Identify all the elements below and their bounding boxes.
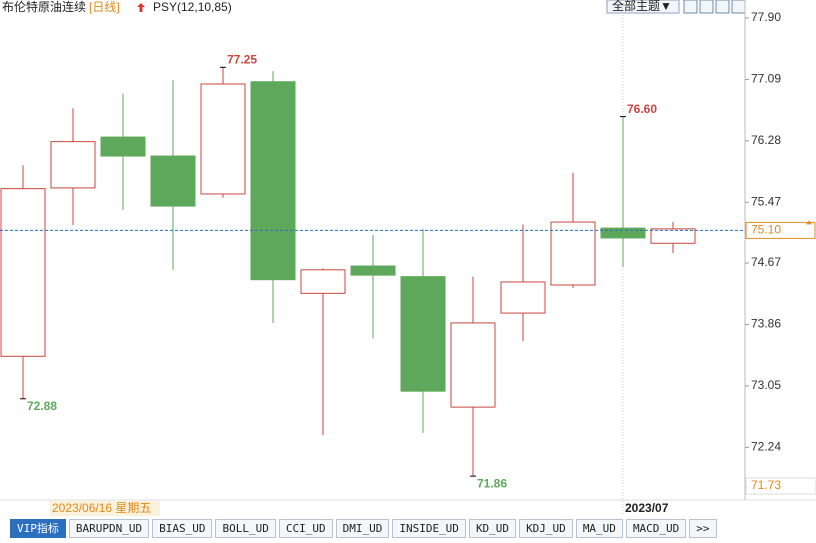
- extreme-label: 76.60: [627, 102, 657, 116]
- y-tick-label: 73.86: [751, 317, 781, 331]
- tab[interactable]: BOLL_UD: [215, 519, 276, 538]
- extreme-label: 72.88: [27, 399, 57, 413]
- y-tick-label: 73.05: [751, 378, 781, 392]
- range-low-box: [745, 477, 816, 495]
- extreme-label: 77.25: [227, 52, 257, 66]
- tab[interactable]: INSIDE_UD: [392, 519, 466, 538]
- candle-body: [300, 269, 346, 294]
- extreme-label: 71.86: [477, 476, 507, 490]
- theme-button[interactable]: [606, 0, 680, 14]
- range-low-label: 71.73: [751, 478, 781, 492]
- theme-button-label[interactable]: 全部主题▼: [612, 0, 672, 13]
- tab[interactable]: MA_UD: [575, 519, 623, 538]
- indicator-icon: [137, 3, 145, 12]
- tab[interactable]: DMI_UD: [335, 519, 390, 538]
- last-price-box: [745, 221, 816, 239]
- candle-body: [100, 136, 146, 157]
- candle-body: [450, 322, 496, 408]
- candle-body: [250, 81, 296, 281]
- chart: 布伦特原油连续 [日线] PSY(12,10,85) 全部主题▼ 77.90 77…: [0, 0, 816, 516]
- date-box: [50, 501, 160, 516]
- candle-body: [400, 276, 446, 392]
- y-tick-label: 77.09: [751, 72, 781, 86]
- tab[interactable]: VIP指标: [10, 519, 66, 538]
- indicator: PSY(12,10,85): [153, 0, 232, 14]
- tab[interactable]: BIAS_UD: [152, 519, 213, 538]
- y-tick-label: 74.67: [751, 255, 781, 269]
- tab-bar: VIP指标 BARUPDN_UD BIAS_UD BOLL_UD CCI_UD DMI_U…: [10, 519, 717, 538]
- date-label: 2023/07: [625, 501, 669, 515]
- y-tick-label: 75.47: [751, 194, 781, 208]
- candle-body: [200, 83, 246, 195]
- last-price-arrow: [806, 220, 812, 225]
- tab[interactable]: >>: [689, 519, 717, 538]
- period: [日线]: [89, 0, 120, 14]
- y-tick-label: 77.90: [751, 10, 781, 24]
- candle-body: [0, 188, 46, 357]
- candle-body: [150, 155, 196, 207]
- candle-body: [50, 141, 96, 189]
- toolbar[interactable]: [683, 0, 746, 14]
- date-label: 2023/06/16 星期五: [52, 501, 151, 515]
- tab[interactable]: KD_UD: [468, 519, 517, 538]
- tab[interactable]: CCI_UD: [278, 519, 333, 538]
- candle-body: [500, 281, 546, 314]
- candle-body: [350, 265, 396, 276]
- y-tick-label: 76.28: [751, 133, 781, 147]
- candle-body: [600, 227, 646, 239]
- tab[interactable]: BARUPDN_UD: [68, 519, 150, 538]
- candle-body: [650, 228, 696, 244]
- tab[interactable]: MACD_UD: [625, 519, 687, 538]
- chart-title: 布伦特原油连续: [2, 0, 86, 14]
- tab[interactable]: KDJ_UD: [519, 519, 573, 538]
- y-tick-label: 72.24: [751, 439, 781, 453]
- last-price-label: 75.10: [751, 223, 781, 237]
- candle-body: [550, 221, 596, 286]
